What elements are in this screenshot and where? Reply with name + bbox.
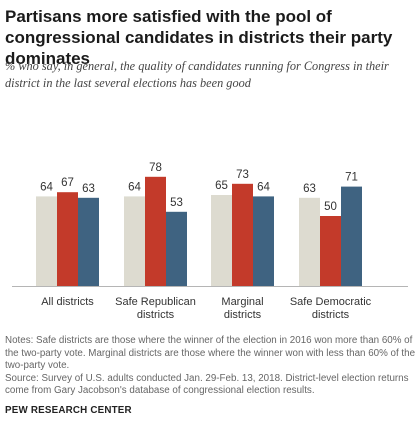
bar-2-0 bbox=[211, 195, 232, 286]
data-label-1-2: 53 bbox=[170, 197, 183, 209]
bar-3-0 bbox=[299, 197, 320, 286]
data-label-2-2: 64 bbox=[257, 181, 270, 193]
bar-1-2 bbox=[166, 211, 187, 286]
data-label-0-2: 63 bbox=[82, 183, 95, 195]
chart-subtitle: % who say, in general, the quality of ca… bbox=[5, 59, 389, 90]
bar-1-0 bbox=[124, 196, 145, 286]
data-label-0-0: 64 bbox=[40, 181, 53, 193]
pew-research-center-logo: PEW RESEARCH CENTER bbox=[5, 405, 132, 416]
bar-0-1 bbox=[57, 192, 78, 286]
category-label-2: Marginal districts bbox=[221, 296, 263, 321]
notes-block: Notes: Safe districts are those where th… bbox=[5, 335, 417, 398]
data-label-1-0: 64 bbox=[128, 181, 141, 193]
bar-chart: 64 67 63 All districts 64 78 53 Safe Republican… bbox=[12, 162, 408, 321]
bar-2-1 bbox=[232, 183, 253, 286]
source-text: Source: Survey of U.S. adults conducted … bbox=[5, 372, 409, 397]
data-label-3-2: 71 bbox=[345, 172, 358, 184]
bar-2-2 bbox=[253, 196, 274, 286]
bar-0-0 bbox=[36, 196, 57, 286]
category-label-3: Safe Democratic districts bbox=[290, 296, 372, 321]
bar-3-2 bbox=[341, 186, 362, 286]
notes-text: Notes: Safe districts are those where th… bbox=[5, 335, 416, 372]
chart-title: Partisans more satisfied with the pool o… bbox=[5, 7, 393, 68]
data-label-3-1: 50 bbox=[324, 201, 337, 213]
data-label-2-0: 65 bbox=[215, 180, 228, 192]
data-label-3-0: 63 bbox=[303, 183, 316, 195]
data-label-1-1: 78 bbox=[149, 162, 162, 174]
data-label-0-1: 67 bbox=[61, 177, 74, 189]
bar-1-1 bbox=[145, 176, 166, 286]
data-label-2-1: 73 bbox=[236, 169, 249, 181]
bar-3-1 bbox=[320, 216, 341, 286]
category-label-1: Safe Republican districts bbox=[115, 296, 196, 321]
category-label-0: All districts bbox=[41, 296, 94, 308]
bar-0-2 bbox=[78, 197, 99, 286]
